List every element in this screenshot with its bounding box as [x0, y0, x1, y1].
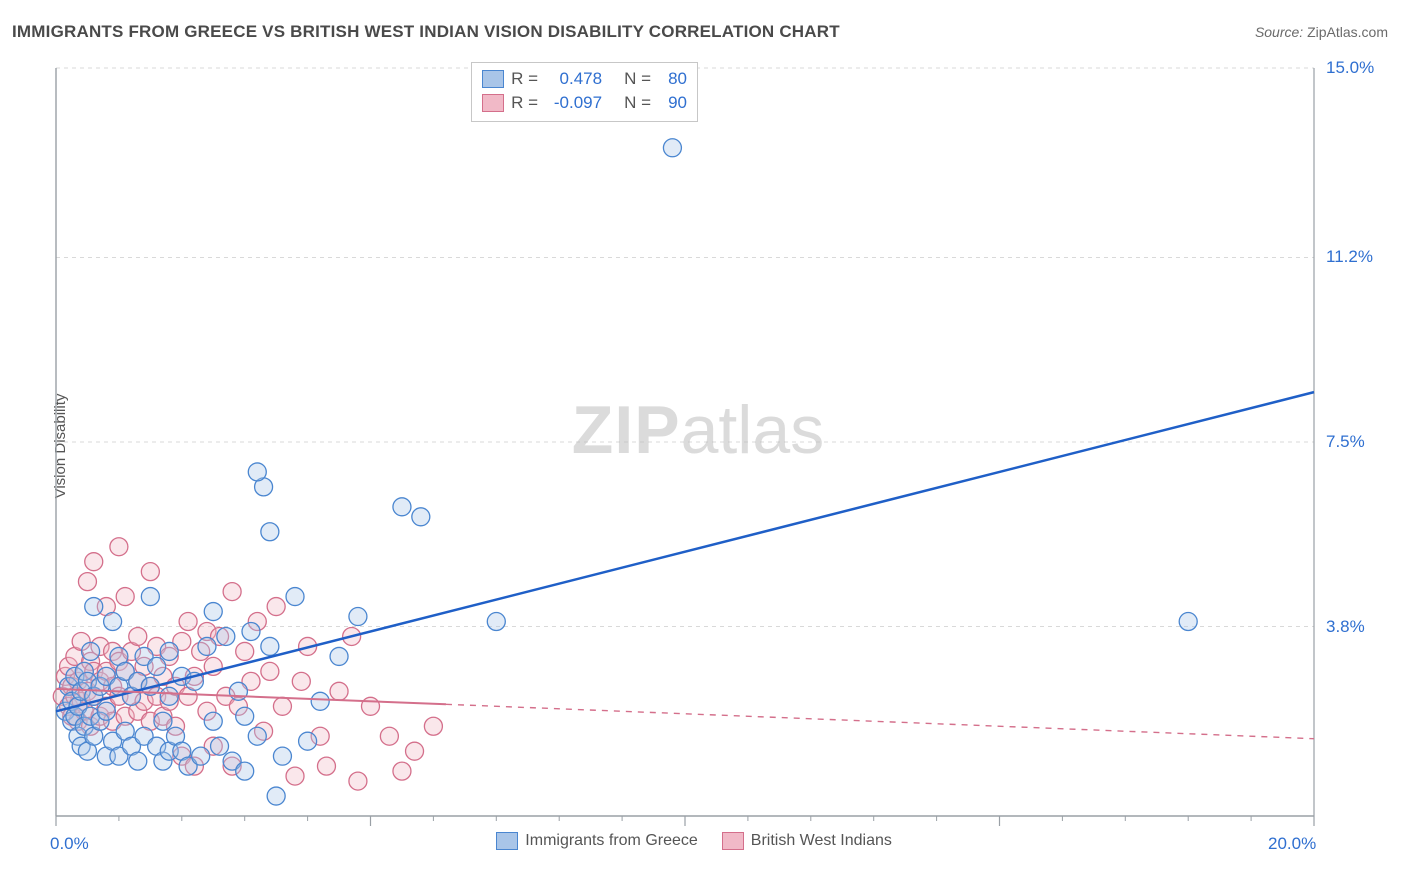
bwi-trendline-extended [446, 704, 1314, 738]
greece-point [154, 712, 172, 730]
source-credit: Source: ZipAtlas.com [1255, 24, 1388, 40]
legend-swatch [482, 70, 504, 88]
bwi-point [85, 553, 103, 571]
bwi-point [110, 538, 128, 556]
series-legend-item: British West Indians [722, 832, 892, 850]
greece-point [299, 732, 317, 750]
chart-container: ZIPatlas R =0.478N =80R =-0.097N =90 Imm… [48, 60, 1348, 830]
greece-point [273, 747, 291, 765]
bwi-point [424, 717, 442, 735]
r-label: R = [511, 91, 538, 115]
bwi-point [78, 573, 96, 591]
bwi-point [286, 767, 304, 785]
r-value: -0.097 [544, 91, 602, 115]
bwi-point [116, 588, 134, 606]
bwi-point [236, 642, 254, 660]
greece-point [236, 762, 254, 780]
tick-label: 3.8% [1326, 617, 1365, 637]
greece-point [148, 657, 166, 675]
greece-point [85, 598, 103, 616]
greece-point [160, 642, 178, 660]
greece-point [204, 712, 222, 730]
greece-point [104, 613, 122, 631]
scatter-chart [48, 60, 1348, 830]
series-legend-label: Immigrants from Greece [525, 832, 697, 850]
r-label: R = [511, 67, 538, 91]
greece-point [198, 637, 216, 655]
greece-point [141, 588, 159, 606]
greece-point [248, 463, 266, 481]
stats-legend-row: R =-0.097 N =90 [482, 91, 687, 115]
greece-point [261, 637, 279, 655]
tick-label: 11.2% [1326, 247, 1373, 267]
greece-point [349, 608, 367, 626]
legend-swatch [482, 94, 504, 112]
bwi-point [317, 757, 335, 775]
greece-point [97, 702, 115, 720]
page-title: IMMIGRANTS FROM GREECE VS BRITISH WEST I… [12, 22, 840, 42]
greece-point [261, 523, 279, 541]
greece-point [217, 627, 235, 645]
bwi-point [267, 598, 285, 616]
greece-point [311, 692, 329, 710]
greece-point [286, 588, 304, 606]
series-legend: Immigrants from Greece British West India… [496, 832, 892, 850]
bwi-point [349, 772, 367, 790]
greece-point [487, 613, 505, 631]
greece-point [412, 508, 430, 526]
greece-point [1179, 613, 1197, 631]
bwi-point [380, 727, 398, 745]
tick-label: 7.5% [1326, 432, 1365, 452]
legend-swatch [722, 832, 744, 850]
greece-point [211, 737, 229, 755]
bwi-point [330, 682, 348, 700]
bwi-point [129, 627, 147, 645]
bwi-point [261, 662, 279, 680]
series-legend-label: British West Indians [751, 832, 892, 850]
greece-point [82, 642, 100, 660]
greece-point [248, 727, 266, 745]
greece-point [229, 682, 247, 700]
bwi-point [393, 762, 411, 780]
series-legend-item: Immigrants from Greece [496, 832, 697, 850]
n-label: N = [624, 91, 651, 115]
greece-point [204, 603, 222, 621]
tick-label: 20.0% [1268, 834, 1316, 854]
greece-point [393, 498, 411, 516]
greece-point [236, 707, 254, 725]
source-value: ZipAtlas.com [1307, 24, 1388, 40]
greece-trendline [56, 392, 1314, 711]
n-label: N = [624, 67, 651, 91]
source-label: Source: [1255, 24, 1303, 40]
greece-point [330, 647, 348, 665]
bwi-point [179, 613, 197, 631]
n-value: 90 [657, 91, 687, 115]
greece-point [242, 622, 260, 640]
greece-point [160, 687, 178, 705]
legend-swatch [496, 832, 518, 850]
stats-legend-row: R =0.478 N =80 [482, 67, 687, 91]
n-value: 80 [657, 67, 687, 91]
bwi-point [223, 583, 241, 601]
stats-legend: R =0.478 N =80 R =-0.097 N =90 [471, 62, 698, 122]
greece-point [663, 139, 681, 157]
r-value: 0.478 [544, 67, 602, 91]
greece-point [129, 752, 147, 770]
greece-point [192, 747, 210, 765]
tick-label: 15.0% [1326, 58, 1374, 78]
bwi-point [362, 697, 380, 715]
tick-label: 0.0% [50, 834, 89, 854]
bwi-point [141, 563, 159, 581]
bwi-point [273, 697, 291, 715]
bwi-point [406, 742, 424, 760]
bwi-point [292, 672, 310, 690]
greece-point [267, 787, 285, 805]
